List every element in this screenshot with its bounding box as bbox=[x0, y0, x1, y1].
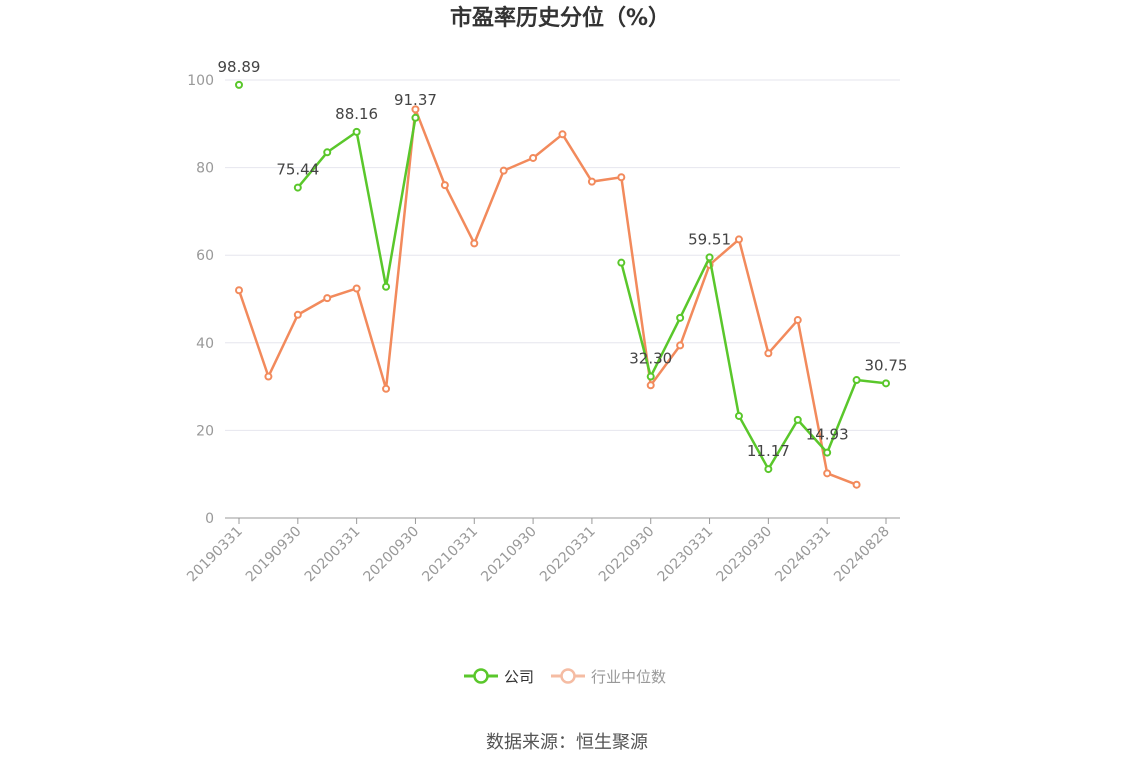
series-line-industry bbox=[237, 108, 858, 486]
legend-label: 行业中位数 bbox=[591, 668, 666, 686]
y-tick-label: 0 bbox=[205, 511, 214, 527]
x-tick-label: 20200930 bbox=[361, 524, 423, 586]
series bbox=[235, 80, 890, 489]
data-point-company bbox=[323, 148, 332, 157]
y-tick-label: 40 bbox=[196, 336, 214, 352]
data-point-industry bbox=[499, 166, 508, 175]
data-label: 11.17 bbox=[747, 442, 790, 460]
data-point-industry bbox=[411, 105, 420, 114]
x-tick-label: 20190331 bbox=[184, 524, 246, 586]
data-label: 98.89 bbox=[218, 58, 261, 76]
data-label: 91.37 bbox=[394, 91, 437, 109]
x-tick-label: 20190930 bbox=[243, 524, 305, 586]
data-point-company bbox=[293, 183, 302, 192]
data-label: 14.93 bbox=[806, 426, 849, 444]
data-point-industry bbox=[352, 284, 361, 293]
data-point-industry bbox=[529, 153, 538, 162]
y-tick-label: 20 bbox=[196, 423, 214, 439]
data-label: 32.30 bbox=[629, 350, 672, 368]
data-point-industry bbox=[764, 349, 773, 358]
data-point-company bbox=[352, 127, 361, 136]
data-point-industry bbox=[235, 286, 243, 295]
x-tick-label: 20240828 bbox=[831, 524, 893, 586]
x-tick-label: 20230930 bbox=[713, 524, 775, 586]
data-label: 59.51 bbox=[688, 230, 731, 248]
legend-marker bbox=[560, 668, 576, 684]
data-point-industry bbox=[823, 469, 832, 478]
chart-title: 市盈率历史分位（%） bbox=[450, 5, 670, 31]
data-point-industry bbox=[558, 130, 567, 139]
x-tick-label: 20220331 bbox=[537, 524, 599, 586]
data-point-industry bbox=[440, 181, 449, 190]
x-tick-label: 20210331 bbox=[419, 524, 481, 586]
data-point-industry bbox=[852, 480, 861, 489]
x-tick-label: 20200331 bbox=[302, 524, 364, 586]
data-point-industry bbox=[793, 316, 802, 325]
data-point-company bbox=[646, 372, 655, 381]
data-label: 30.75 bbox=[865, 356, 908, 374]
grid bbox=[225, 79, 900, 431]
data-point-company bbox=[852, 376, 861, 385]
data-point-company bbox=[676, 313, 685, 322]
series-line-company bbox=[620, 256, 887, 471]
data-point-company bbox=[764, 465, 773, 474]
data-point-industry bbox=[734, 235, 743, 244]
data-point-company bbox=[793, 415, 802, 424]
data-point-industry bbox=[323, 294, 332, 303]
data-labels: 98.89 75.44 88.16 91.37 32.30 59.51 11.17 14.93… bbox=[218, 58, 908, 460]
data-point-company bbox=[411, 113, 420, 122]
x-tick-label: 20220930 bbox=[596, 524, 658, 586]
data-point-company bbox=[617, 258, 626, 267]
y-tick-label: 80 bbox=[196, 161, 214, 177]
data-point-company bbox=[382, 282, 391, 291]
data-point-industry bbox=[676, 341, 685, 350]
data-point-industry bbox=[587, 177, 596, 186]
source-note: 数据来源：恒生聚源 bbox=[486, 732, 648, 753]
data-point-industry bbox=[382, 384, 391, 393]
data-point-industry bbox=[264, 372, 273, 381]
data-point-industry bbox=[646, 381, 655, 390]
y-tick-label: 100 bbox=[187, 73, 214, 89]
y-tick-label: 60 bbox=[196, 248, 214, 264]
x-tick-label: 20210930 bbox=[478, 524, 540, 586]
legend-marker bbox=[473, 668, 489, 684]
series-line-company bbox=[296, 117, 417, 288]
x-tick-label: 20240331 bbox=[772, 524, 834, 586]
data-point-company bbox=[705, 253, 714, 262]
legend[interactable]: 公司 行业中位数 bbox=[464, 668, 666, 686]
data-point-industry bbox=[470, 239, 479, 248]
data-label: 75.44 bbox=[276, 161, 319, 179]
data-point-company bbox=[823, 448, 832, 457]
data-point-company bbox=[235, 80, 243, 89]
x-tick-label: 20230331 bbox=[655, 524, 717, 586]
data-point-company bbox=[882, 379, 890, 388]
data-point-company bbox=[734, 411, 743, 420]
data-point-industry bbox=[617, 173, 626, 182]
data-label: 88.16 bbox=[335, 105, 378, 123]
data-point-industry bbox=[293, 310, 302, 319]
legend-label: 公司 bbox=[504, 668, 534, 686]
